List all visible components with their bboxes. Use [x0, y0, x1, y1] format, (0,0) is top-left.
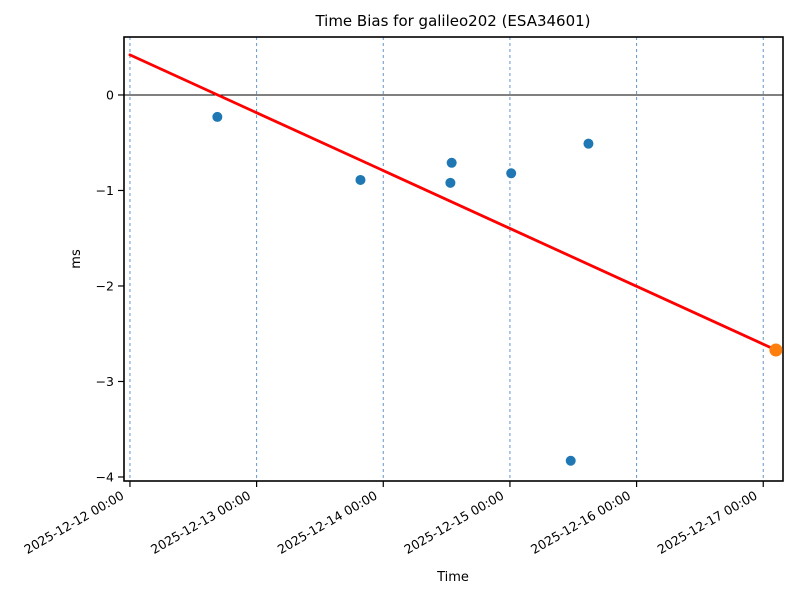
x-tick-label: 2025-12-13 00:00	[148, 488, 253, 557]
y-tick-label: 0	[106, 87, 114, 102]
y-axis-label: ms	[69, 249, 84, 269]
y-tick-label: −3	[96, 374, 114, 389]
scatter-point-observations	[446, 157, 457, 168]
scatter-point-observations	[565, 455, 576, 466]
scatter-point-observations	[212, 111, 223, 122]
plot-border	[123, 36, 784, 482]
y-tick-label: −2	[96, 278, 114, 293]
chart-title: Time Bias for galileo202 (ESA34601)	[314, 12, 590, 30]
x-tick-label: 2025-12-15 00:00	[401, 488, 506, 557]
x-axis-label: Time	[436, 570, 469, 585]
scatter-point-prediction	[769, 343, 783, 357]
scatter-point-observations	[355, 174, 366, 185]
scatter-point-observations	[445, 177, 456, 188]
grid-layer	[129, 37, 764, 481]
x-tick-label: 2025-12-14 00:00	[275, 488, 380, 557]
scatter-point-observations	[506, 168, 517, 179]
y-tick-label: −4	[96, 469, 114, 484]
y-tick-label: −1	[96, 183, 114, 198]
fit-line-line	[128, 53, 778, 352]
tick-layer: 2025-12-12 00:00 2025-12-13 00:00 2025-12-…	[21, 87, 764, 557]
x-tick-label: 2025-12-16 00:00	[528, 488, 633, 557]
scatter-point-observations	[583, 138, 594, 149]
series-layer	[128, 53, 783, 466]
axes-layer	[123, 36, 784, 482]
x-tick-label: 2025-12-17 00:00	[655, 488, 760, 557]
x-tick-label: 2025-12-12 00:00	[21, 488, 126, 557]
